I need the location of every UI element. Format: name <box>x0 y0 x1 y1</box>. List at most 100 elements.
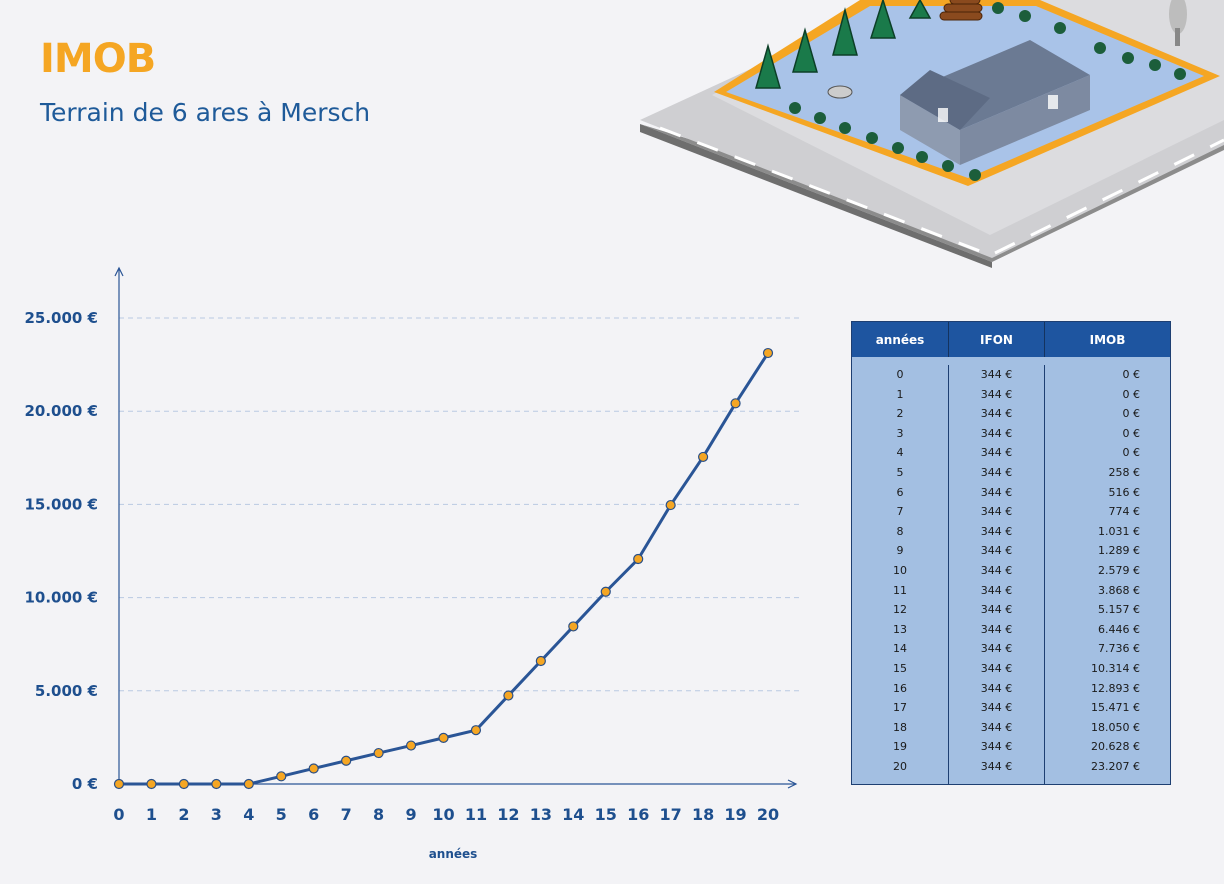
table-cell-ifon: 344 € <box>980 603 1013 617</box>
header-years: années <box>852 322 949 357</box>
data-point <box>113 778 125 790</box>
table-cell-ifon: 344 € <box>980 426 1013 440</box>
table-cell-year: 16 <box>893 681 907 695</box>
table-cell-year: 1 <box>896 387 904 401</box>
data-point <box>730 398 741 409</box>
x-tick-label: 17 <box>660 805 682 824</box>
table-cell-imob: 15.471 € <box>1091 701 1140 715</box>
table-cell-ifon: 344 € <box>980 446 1013 460</box>
x-tick-label: 10 <box>432 805 454 824</box>
data-point <box>211 778 222 790</box>
data-point <box>276 771 287 782</box>
y-tick-label: 15.000 € <box>24 495 98 513</box>
table-cell-ifon: 344 € <box>980 524 1013 538</box>
x-tick-label: 3 <box>211 805 222 824</box>
table-cell-year: 18 <box>893 720 907 734</box>
table-cell-imob: 774 € <box>1108 505 1141 519</box>
table-cell-imob: 20.628 € <box>1091 740 1140 754</box>
table-cell-year: 17 <box>893 701 907 715</box>
table-cell-ifon: 344 € <box>980 681 1013 695</box>
table-cell-year: 20 <box>893 759 907 773</box>
table-header: années IFON IMOB <box>852 322 1170 357</box>
table-cell-year: 10 <box>893 563 907 577</box>
table-cell-imob: 10.314 € <box>1091 661 1140 675</box>
table-cell-imob: 23.207 € <box>1091 759 1140 773</box>
table-cell-imob: 12.893 € <box>1091 681 1140 695</box>
column-years: 0 1 2 3 4 5 6 7 8 9 10 11 12 13 14 15 16 17 18 19 20 <box>852 365 949 784</box>
x-tick-label: 18 <box>692 805 714 824</box>
x-tick-label: 16 <box>627 805 649 824</box>
x-tick-label: 14 <box>562 805 584 824</box>
table-cell-imob: 1.031 € <box>1098 524 1140 538</box>
x-tick-label: 4 <box>243 805 254 824</box>
table-cell-year: 13 <box>893 622 907 636</box>
data-point <box>535 655 546 667</box>
data-point <box>243 778 254 790</box>
header-ifon: IFON <box>949 322 1045 357</box>
table-cell-imob: 5.157 € <box>1098 603 1140 617</box>
table-cell-year: 4 <box>896 446 904 460</box>
table-cell-year: 9 <box>896 544 904 558</box>
table-body: 0 1 2 3 4 5 6 7 8 9 10 11 12 13 14 15 16 17 18 19 20 344 €34… <box>852 357 1170 784</box>
table-cell-imob: 2.579 € <box>1098 563 1140 577</box>
table-cell-imob: 18.050 € <box>1091 720 1140 734</box>
table-cell-year: 5 <box>896 465 904 479</box>
table-cell-year: 11 <box>893 583 907 597</box>
table-cell-imob: 0 € <box>1122 368 1141 381</box>
table-cell-ifon: 344 € <box>980 701 1013 715</box>
table-cell-ifon: 344 € <box>980 720 1013 734</box>
data-point <box>600 586 611 597</box>
table-cell-year: 3 <box>896 426 904 440</box>
table-cell-imob: 516 € <box>1108 485 1141 499</box>
data-point <box>633 553 644 565</box>
table-cell-ifon: 344 € <box>980 505 1013 519</box>
table-cell-imob: 1.289 € <box>1098 544 1140 558</box>
page-title: IMOB <box>40 36 156 82</box>
x-tick-label: 7 <box>341 805 352 824</box>
x-tick-label: 13 <box>530 805 552 824</box>
y-tick-label: 10.000 € <box>24 589 98 607</box>
x-tick-label: 9 <box>405 805 416 824</box>
data-point <box>438 732 449 743</box>
table-cell-imob: 0 € <box>1122 387 1141 401</box>
table-cell-imob: 6.446 € <box>1098 622 1140 636</box>
header-imob: IMOB <box>1089 332 1126 347</box>
table-cell-year: 14 <box>893 642 907 656</box>
data-point <box>146 778 157 790</box>
data-point <box>178 778 189 790</box>
page-subtitle: Terrain de 6 ares à Mersch <box>40 98 371 127</box>
data-point <box>470 725 482 736</box>
table-cell-year: 8 <box>896 524 904 538</box>
table-cell-ifon: 344 € <box>980 622 1013 636</box>
data-point <box>308 763 319 774</box>
y-axis-arrow <box>114 266 124 277</box>
table-cell-imob: 3.868 € <box>1098 583 1140 597</box>
x-tick-label: 8 <box>373 805 384 824</box>
x-tick-label: 1 <box>146 805 157 824</box>
table-cell-imob: 7.736 € <box>1098 642 1140 656</box>
x-tick-label: 5 <box>276 805 287 824</box>
table-cell-ifon: 344 € <box>980 368 1013 381</box>
table-cell-ifon: 344 € <box>980 583 1013 597</box>
x-tick-label: 15 <box>595 805 617 824</box>
table-cell-year: 6 <box>896 485 904 499</box>
y-tick-label: 25.000 € <box>24 309 98 327</box>
data-point <box>503 690 514 701</box>
table-cell-imob: 0 € <box>1122 426 1141 440</box>
data-point <box>405 740 417 751</box>
table-cell-ifon: 344 € <box>980 465 1013 479</box>
table-cell-ifon: 344 € <box>980 563 1013 577</box>
table-cell-imob: 258 € <box>1108 465 1141 479</box>
table-cell-ifon: 344 € <box>980 759 1013 773</box>
table-cell-year: 7 <box>896 505 904 519</box>
y-tick-label: 20.000 € <box>24 402 98 420</box>
series-line <box>119 352 770 786</box>
table-cell-year: 15 <box>893 661 907 675</box>
y-tick-label: 5.000 € <box>35 682 98 700</box>
table-cell-ifon: 344 € <box>980 407 1013 421</box>
table-cell-ifon: 344 € <box>980 485 1013 499</box>
table-cell-ifon: 344 € <box>980 387 1013 401</box>
y-tick-label: 0 € <box>72 775 98 793</box>
x-tick-label: 0 <box>113 805 124 824</box>
data-point <box>697 451 709 463</box>
